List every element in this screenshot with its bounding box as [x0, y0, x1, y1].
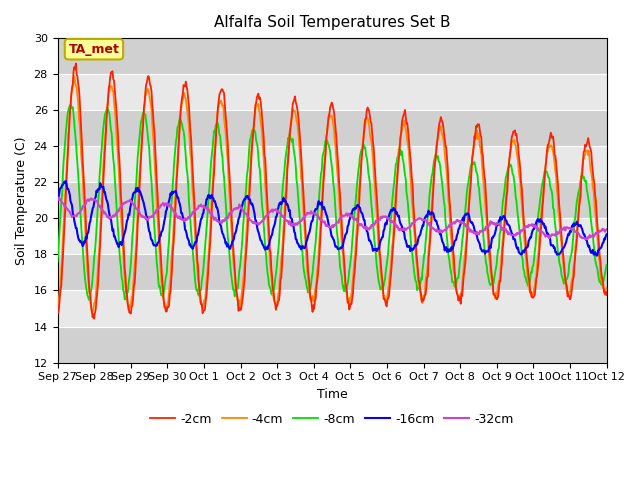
- -2cm: [122, 273, 129, 279]
- Line: -4cm: -4cm: [58, 76, 607, 312]
- Bar: [58, 110, 607, 146]
- -2cm: [603, 292, 611, 298]
- -16cm: [177, 204, 184, 210]
- -8cm: [603, 262, 611, 268]
- -16cm: [603, 231, 611, 237]
- -2cm: [177, 101, 185, 107]
- -8cm: [67, 102, 74, 108]
- Line: -16cm: -16cm: [58, 181, 607, 256]
- -4cm: [122, 284, 129, 290]
- -2cm: [90, 316, 98, 322]
- -16cm: [121, 230, 129, 236]
- -2cm: [54, 310, 61, 316]
- -8cm: [122, 294, 129, 300]
- -4cm: [603, 285, 611, 290]
- -4cm: [63, 151, 71, 157]
- -2cm: [401, 111, 408, 117]
- Bar: [58, 326, 607, 362]
- -32cm: [120, 201, 128, 206]
- -16cm: [65, 186, 72, 192]
- Line: -32cm: -32cm: [58, 198, 607, 240]
- -4cm: [207, 227, 214, 233]
- -2cm: [72, 60, 80, 66]
- -4cm: [401, 118, 408, 123]
- Legend: -2cm, -4cm, -8cm, -16cm, -32cm: -2cm, -4cm, -8cm, -16cm, -32cm: [145, 408, 519, 431]
- -32cm: [54, 195, 61, 201]
- -32cm: [176, 216, 184, 221]
- Y-axis label: Soil Temperature (C): Soil Temperature (C): [15, 136, 28, 264]
- Text: TA_met: TA_met: [68, 43, 120, 56]
- -16cm: [399, 228, 407, 234]
- Bar: [58, 38, 607, 74]
- X-axis label: Time: Time: [317, 388, 348, 401]
- -32cm: [205, 207, 212, 213]
- Line: -8cm: -8cm: [58, 105, 607, 300]
- -2cm: [63, 160, 71, 166]
- -8cm: [207, 171, 214, 177]
- Line: -2cm: -2cm: [58, 63, 607, 319]
- Bar: [58, 254, 607, 290]
- -32cm: [399, 227, 406, 233]
- -8cm: [401, 165, 408, 171]
- -32cm: [603, 227, 611, 232]
- -4cm: [417, 289, 424, 295]
- -16cm: [62, 178, 70, 184]
- -2cm: [417, 287, 424, 293]
- -32cm: [63, 206, 71, 212]
- -8cm: [417, 281, 424, 287]
- -16cm: [54, 199, 61, 204]
- -4cm: [177, 105, 185, 110]
- -16cm: [205, 194, 213, 200]
- -4cm: [54, 306, 61, 312]
- -4cm: [70, 73, 78, 79]
- -8cm: [177, 119, 185, 125]
- -32cm: [582, 237, 590, 242]
- Bar: [58, 182, 607, 218]
- -4cm: [88, 309, 96, 315]
- -8cm: [54, 259, 61, 264]
- -8cm: [63, 112, 71, 118]
- -16cm: [593, 253, 600, 259]
- -32cm: [415, 216, 422, 222]
- -16cm: [415, 233, 423, 239]
- -8cm: [86, 297, 93, 303]
- Title: Alfalfa Soil Temperatures Set B: Alfalfa Soil Temperatures Set B: [214, 15, 451, 30]
- -2cm: [207, 239, 214, 245]
